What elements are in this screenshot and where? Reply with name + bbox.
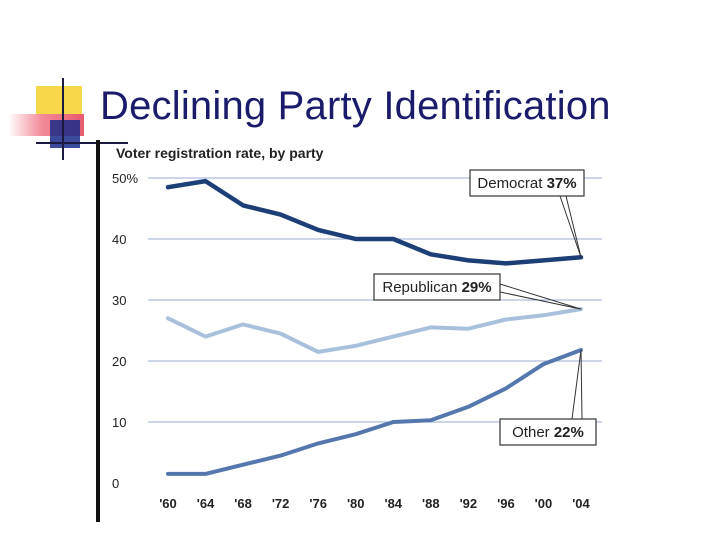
x-tick-label: '00 [535,496,553,511]
callout-text: Democrat 37% [477,175,576,192]
series-name: Other [512,424,554,441]
x-tick-label: '64 [197,496,215,511]
series-name: Republican [382,279,461,296]
x-tick-label: '60 [159,496,177,511]
x-tick-label: '88 [422,496,440,511]
y-tick-label: 30 [112,293,126,308]
callout-democrat: Democrat 37% [469,169,585,258]
y-tick-label: 40 [112,232,126,247]
y-tick-label: 0 [112,476,119,491]
x-tick-label: '84 [384,496,402,511]
x-axis-ticks: '60 '64 '68 '72 '76 '80 '84 '88 '92 '96 '00 '04 [159,496,590,511]
x-tick-label: '76 [309,496,327,511]
chart-title: Voter registration rate, by party [116,145,324,161]
y-tick-label: 20 [112,354,126,369]
callout-box [373,273,501,301]
series-line-other [166,348,583,476]
series-value: 22% [554,424,584,441]
callout-leader [580,350,583,420]
y-axis-ticks: 50% 40 30 20 10 0 [112,171,138,491]
series-value: 29% [462,279,492,296]
callout-text: Republican 29% [382,279,491,296]
y-tick-label: 10 [112,415,126,430]
callout-other: Other 22% [499,349,597,446]
series-line-democrat [165,178,584,266]
x-tick-label: '92 [460,496,478,511]
series-name: Democrat [477,175,546,192]
callout-leader [571,349,582,420]
chart-left-border [96,140,100,522]
series-labels: Democrat 37% Republican 29% Other 22% [373,169,597,446]
x-tick-label: '96 [497,496,515,511]
accent-vertical-line [62,78,64,160]
callout-leader [499,291,582,310]
callout-text: Other 22% [512,424,584,441]
callout-leader [499,283,582,310]
series-value: 37% [547,175,577,192]
x-tick-label: '68 [234,496,252,511]
slide-title: Declining Party Identification [100,84,611,128]
callout-box [499,418,597,446]
x-tick-label: '04 [572,496,590,511]
chart-series [165,178,584,476]
accent-horizontal-line [36,142,128,144]
y-tick-label: 50% [112,171,138,186]
x-tick-label: '80 [347,496,365,511]
x-tick-label: '72 [272,496,290,511]
series-line-republican [166,307,583,354]
callout-leader [559,195,582,258]
callout-republican: Republican 29% [373,273,582,310]
callout-leader [565,195,582,258]
callout-box [469,169,585,197]
